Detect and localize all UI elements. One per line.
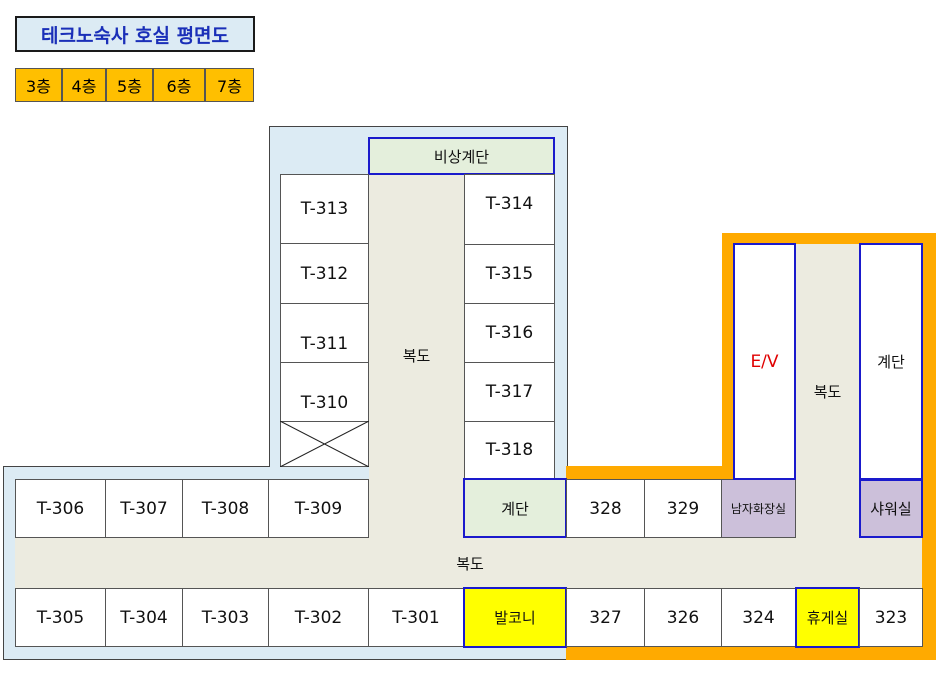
east-corridor-label: 복도 bbox=[813, 382, 842, 401]
room-T-313[interactable]: T-313 bbox=[280, 174, 369, 244]
room-T-311[interactable]: T-311 bbox=[280, 303, 369, 363]
emergency-stairs[interactable]: 비상계단 bbox=[368, 137, 555, 175]
room-T-309[interactable]: T-309 bbox=[268, 479, 369, 538]
room-T-306[interactable]: T-306 bbox=[15, 479, 106, 538]
room-T-305[interactable]: T-305 bbox=[15, 588, 106, 647]
room-323[interactable]: 323 bbox=[859, 588, 923, 647]
room-324[interactable]: 324 bbox=[721, 588, 796, 647]
balcony[interactable]: 발코니 bbox=[463, 587, 567, 648]
floor-tab-5[interactable]: 5층 bbox=[106, 68, 153, 102]
cross-box-icon bbox=[280, 421, 369, 467]
main-corridor-label: 복도 bbox=[456, 554, 484, 573]
tower-corridor-label: 복도 bbox=[402, 346, 431, 365]
room-T-301[interactable]: T-301 bbox=[368, 588, 464, 647]
main-corridor bbox=[15, 538, 922, 588]
room-T-302[interactable]: T-302 bbox=[268, 588, 369, 647]
room-T-318[interactable]: T-318 bbox=[464, 421, 555, 479]
tower-corridor bbox=[369, 174, 464, 538]
room-T-315[interactable]: T-315 bbox=[464, 244, 555, 304]
room-T-317[interactable]: T-317 bbox=[464, 362, 555, 422]
elevator[interactable]: E/V bbox=[733, 243, 796, 480]
shower-room[interactable]: 샤워실 bbox=[859, 479, 923, 538]
room-T-303[interactable]: T-303 bbox=[182, 588, 269, 647]
stairs-west[interactable]: 계단 bbox=[463, 478, 567, 538]
floor-tab-6[interactable]: 6층 bbox=[153, 68, 205, 102]
floor-tab-7[interactable]: 7층 bbox=[205, 68, 254, 102]
floor-tab-4[interactable]: 4층 bbox=[62, 68, 106, 102]
room-326[interactable]: 326 bbox=[644, 588, 722, 647]
room-328[interactable]: 328 bbox=[566, 479, 645, 538]
room-T-307[interactable]: T-307 bbox=[105, 479, 183, 538]
lounge[interactable]: 휴게실 bbox=[795, 587, 860, 648]
room-327[interactable]: 327 bbox=[566, 588, 645, 647]
room-T-304[interactable]: T-304 bbox=[105, 588, 183, 647]
floor-tab-3[interactable]: 3층 bbox=[15, 68, 62, 102]
room-T-312[interactable]: T-312 bbox=[280, 243, 369, 304]
page-title: 테크노숙사 호실 평면도 bbox=[15, 16, 255, 52]
mens-restroom[interactable]: 남자화장실 bbox=[721, 479, 796, 538]
room-T-316[interactable]: T-316 bbox=[464, 303, 555, 363]
room-T-308[interactable]: T-308 bbox=[182, 479, 269, 538]
room-T-310[interactable]: T-310 bbox=[280, 362, 369, 422]
room-T-314[interactable]: T-314 bbox=[464, 174, 555, 245]
stairs-east[interactable]: 계단 bbox=[859, 243, 923, 480]
room-329[interactable]: 329 bbox=[644, 479, 722, 538]
storage-box bbox=[280, 421, 369, 467]
